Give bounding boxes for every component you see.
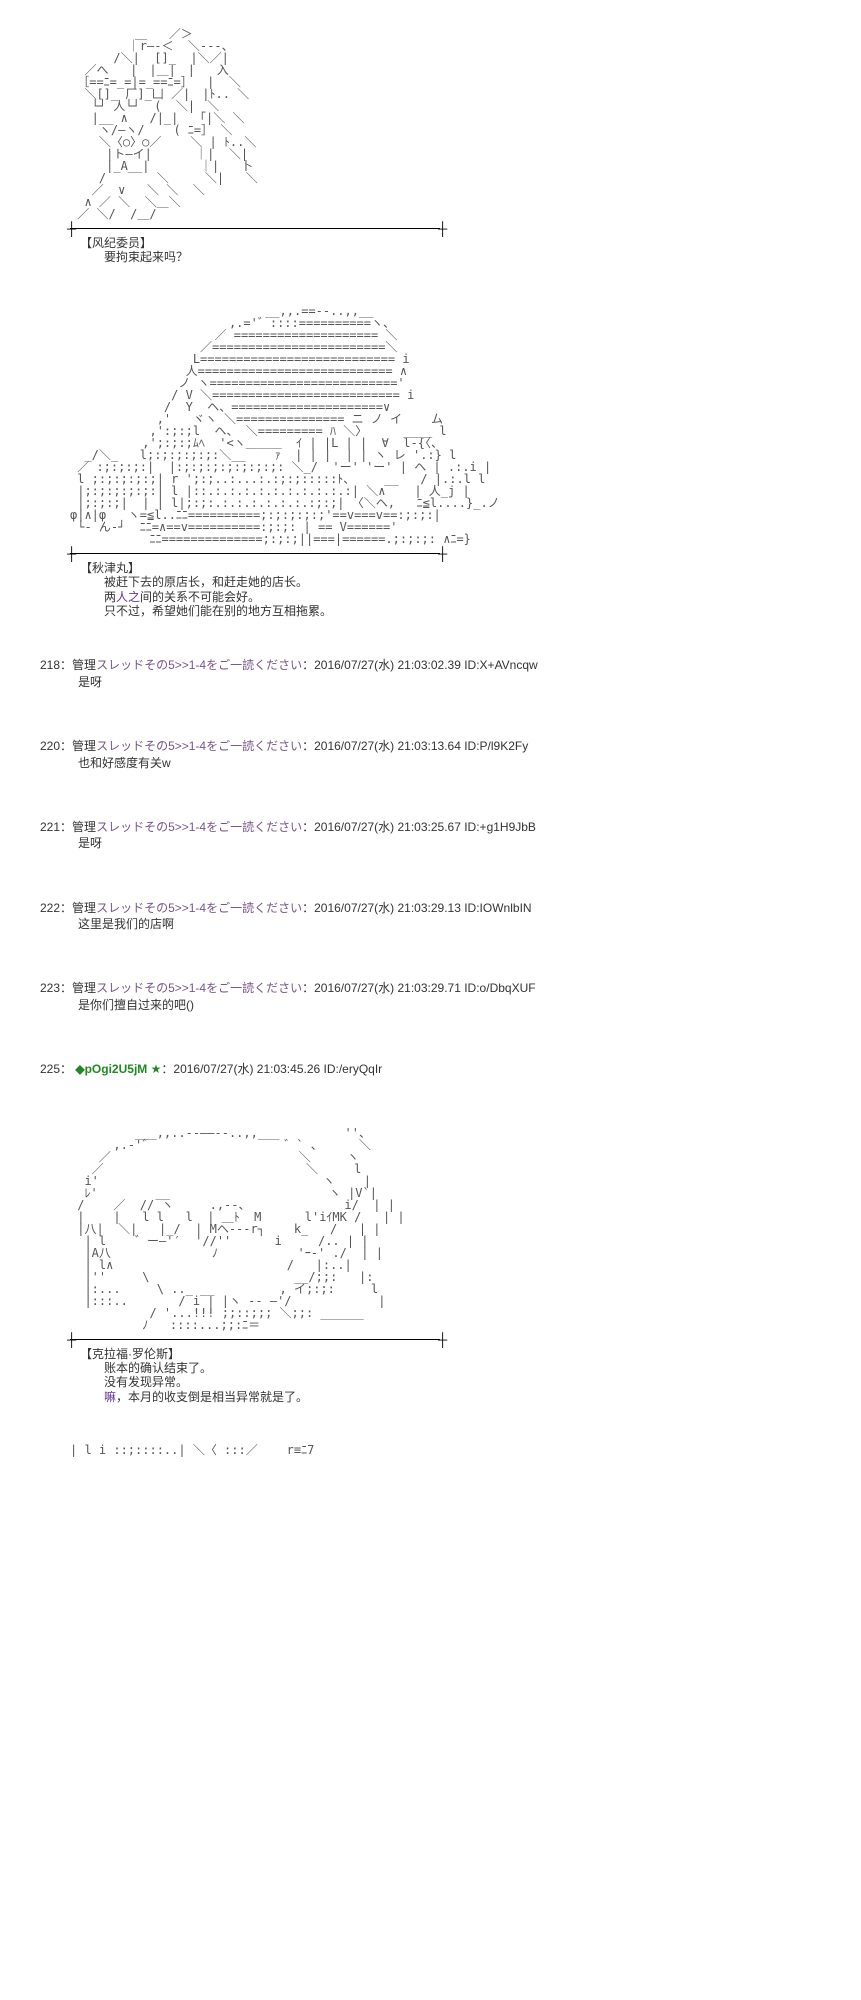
- section-divider: ┼┼: [70, 224, 821, 234]
- post-header: 223：管理スレッドその5>>1-4をご一読ください：2016/07/27(水)…: [40, 981, 821, 995]
- post-meta: ：2016/07/27(水) 21:03:02.39 ID:X+AVncqw: [302, 658, 538, 672]
- ascii-art: | l i ::;::::..| ＼〈 :::／ r≡ﾆ7: [70, 1444, 821, 1456]
- post-header: 221：管理スレッドその5>>1-4をご一読ください：2016/07/27(水)…: [40, 820, 821, 834]
- post-header: 218：管理スレッドその5>>1-4をご一読ください：2016/07/27(水)…: [40, 658, 821, 672]
- forum-post: 220：管理スレッドその5>>1-4をご一読ください：2016/07/27(水)…: [40, 739, 821, 770]
- speaker-line: 要拘束起来吗？: [92, 250, 821, 264]
- forum-post: 218：管理スレッドその5>>1-4をご一読ください：2016/07/27(水)…: [40, 658, 821, 689]
- post-meta: ：2016/07/27(水) 21:03:13.64 ID:P/l9K2Fy: [302, 739, 528, 753]
- ascii-art: ___,,..--――--..,,___ ''、 ,.-'゛ ゛` 、 ＼ ／ …: [70, 1127, 821, 1331]
- section-divider: ┼┼: [70, 549, 821, 559]
- post-name-link[interactable]: スレッドその5>>1-4をご一読ください: [96, 739, 302, 753]
- post-name-prefix: 管理: [72, 658, 96, 672]
- post-header: 220：管理スレッドその5>>1-4をご一読ください：2016/07/27(水)…: [40, 739, 821, 753]
- post-name-prefix: 管理: [72, 820, 96, 834]
- forum-post: 223：管理スレッドその5>>1-4をご一読ください：2016/07/27(水)…: [40, 981, 821, 1012]
- post-body: 也和好感度有关w: [78, 756, 821, 770]
- post-name-prefix: 管理: [72, 901, 96, 915]
- post-number: 223: [40, 981, 60, 995]
- post-name-link[interactable]: スレッドその5>>1-4をご一読ください: [96, 981, 302, 995]
- ascii-art: ＿ ／＞ ｜r―-＜ ＼---、 /＼| []_ |＼／| ／へ | |＿| |…: [70, 28, 821, 220]
- speaker-block: 【秋津丸】 被赶下去的原店长，和赶走她的店长。 两人之间的关系不可能会好。 只不…: [80, 561, 821, 619]
- post-number: 222: [40, 901, 60, 915]
- forum-post: 222：管理スレッドその5>>1-4をご一読ください：2016/07/27(水)…: [40, 901, 821, 932]
- post-body: 是呀: [78, 836, 821, 850]
- speaker-line: 嘛，本月的收支倒是相当异常就是了。: [92, 1390, 821, 1404]
- speaker-line: 两人之间的关系不可能会好。: [92, 590, 821, 604]
- post-name-link[interactable]: スレッドその5>>1-4をご一読ください: [96, 658, 302, 672]
- post-number: 225: [40, 1062, 60, 1076]
- post-body: 是呀: [78, 675, 821, 689]
- speaker-name: 【秋津丸】: [80, 561, 821, 575]
- speaker-line: 账本的确认结束了。: [92, 1361, 821, 1375]
- post-name-prefix: 管理: [72, 981, 96, 995]
- post-body: 是你们擅自过来的吧(): [78, 998, 821, 1012]
- post-body: 这里是我们的店啊: [78, 917, 821, 931]
- speaker-name: 【风纪委员】: [80, 236, 821, 250]
- post-meta: ：2016/07/27(水) 21:03:45.26 ID:/eryQqIr: [161, 1062, 382, 1076]
- forum-post-trip: 225： ◆pOgi2U5jM ★：2016/07/27(水) 21:03:45…: [40, 1062, 821, 1076]
- post-number: 221: [40, 820, 60, 834]
- post-header: 225： ◆pOgi2U5jM ★：2016/07/27(水) 21:03:45…: [40, 1062, 821, 1076]
- post-header: 222：管理スレッドその5>>1-4をご一読ください：2016/07/27(水)…: [40, 901, 821, 915]
- post-number: 218: [40, 658, 60, 672]
- post-name-link[interactable]: スレッドその5>>1-4をご一読ください: [96, 901, 302, 915]
- post-number: 220: [40, 739, 60, 753]
- speaker-block: 【克拉福·罗伦斯】 账本的确认结束了。 没有发现异常。 嘛，本月的收支倒是相当异…: [80, 1347, 821, 1405]
- forum-post: 221：管理スレッドその5>>1-4をご一読ください：2016/07/27(水)…: [40, 820, 821, 851]
- post-meta: ：2016/07/27(水) 21:03:29.13 ID:IOWnlbIN: [302, 901, 531, 915]
- post-tripcode: ◆pOgi2U5jM: [75, 1062, 147, 1076]
- speaker-line: 没有发现异常。: [92, 1375, 821, 1389]
- speaker-block: 【风纪委员】 要拘束起来吗？: [80, 236, 821, 265]
- section-divider: ┼┼: [70, 1335, 821, 1345]
- speaker-line: 被赶下去的原店长，和赶走她的店长。: [92, 575, 821, 589]
- post-name-prefix: 管理: [72, 739, 96, 753]
- speaker-line: 只不过，希望她们能在别的地方互相拖累。: [92, 604, 821, 618]
- post-meta: ：2016/07/27(水) 21:03:29.71 ID:o/DbqXUF: [302, 981, 535, 995]
- ascii-art: __,,.==--..,,__ ,.='゛::::==========ヽ、 ／ …: [70, 305, 821, 545]
- speaker-name: 【克拉福·罗伦斯】: [80, 1347, 821, 1361]
- post-name-link[interactable]: スレッドその5>>1-4をご一読ください: [96, 820, 302, 834]
- star-icon: ★: [151, 1062, 162, 1076]
- post-meta: ：2016/07/27(水) 21:03:25.67 ID:+g1H9JbB: [302, 820, 536, 834]
